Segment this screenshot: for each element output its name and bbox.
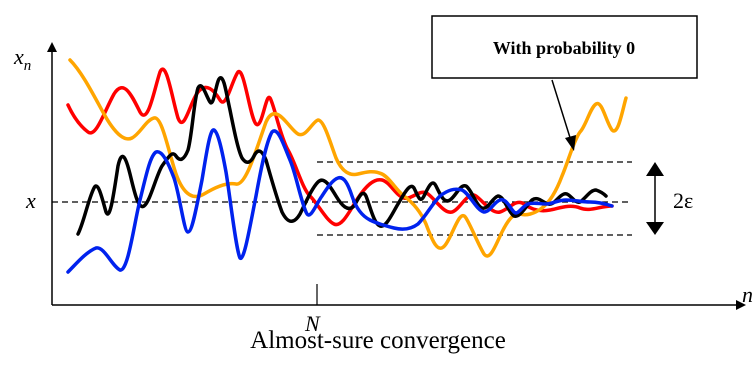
epsilon-arrow-bottom	[646, 222, 664, 235]
callout-pointer	[551, 79, 573, 145]
callout-pointer-head	[565, 135, 576, 151]
callout-text: With probability 0	[493, 38, 635, 58]
path-black	[76, 76, 608, 236]
path-blue	[66, 128, 614, 274]
caption: Almost-sure convergence	[250, 327, 506, 354]
path-orange	[68, 58, 628, 258]
callout-box	[431, 15, 698, 79]
x-axis-label: n	[742, 282, 753, 307]
epsilon-arrow-top	[646, 162, 664, 176]
epsilon-label: 2ε	[673, 188, 693, 213]
y-axis-label: xn	[13, 44, 31, 74]
n-mark-label: N	[304, 311, 321, 336]
limit-label: x	[25, 188, 36, 213]
